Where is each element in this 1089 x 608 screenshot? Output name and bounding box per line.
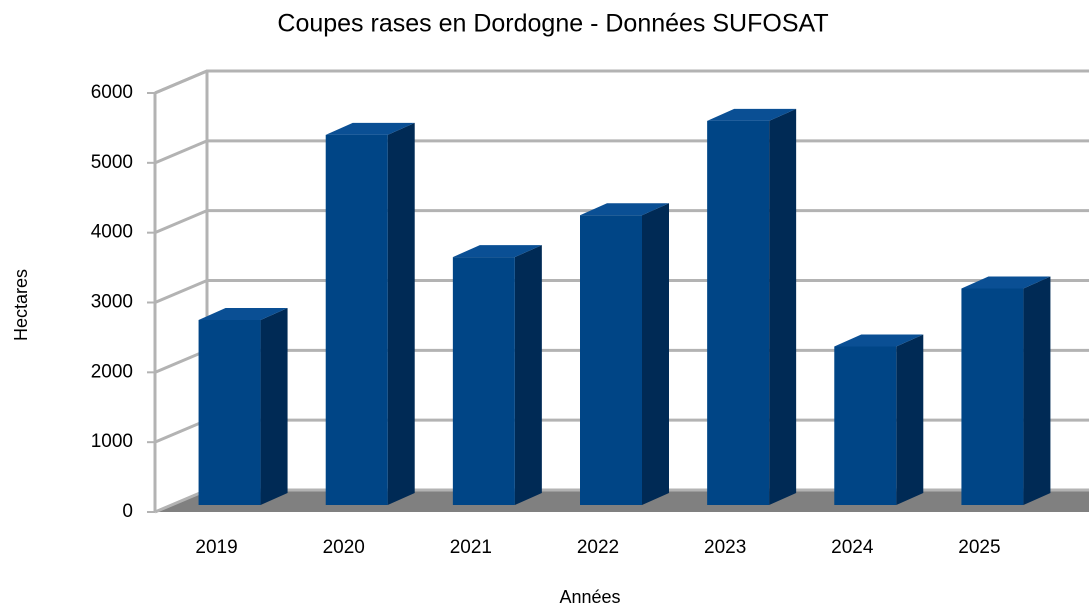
bar-front	[198, 319, 261, 505]
x-tick-label: 2022	[577, 537, 619, 558]
x-tick-label: 2021	[450, 537, 492, 558]
chart-title: Coupes rases en Dordogne - Données SUFOS…	[277, 10, 828, 38]
y-tick-label: 0	[122, 501, 133, 522]
bar-front	[961, 288, 1024, 505]
x-tick-label: 2023	[704, 537, 746, 558]
bar	[198, 307, 288, 505]
bar-side	[896, 334, 924, 505]
bar-side	[1023, 276, 1051, 505]
bar-side	[514, 245, 542, 505]
bar-top	[834, 334, 924, 347]
x-tick-label: 2024	[831, 537, 874, 558]
bar	[707, 108, 797, 506]
bar-side	[769, 108, 797, 506]
bar-front	[452, 257, 515, 505]
bar	[834, 334, 924, 505]
bar-top	[198, 307, 288, 320]
bar	[961, 276, 1051, 505]
bar	[325, 122, 415, 505]
x-tick-label: 2020	[323, 537, 365, 558]
bar-front	[325, 134, 388, 505]
y-tick-label: 5000	[91, 152, 133, 173]
bar-front	[580, 215, 642, 506]
y-tick-label: 1000	[91, 431, 133, 452]
y-axis-label: Hectares	[11, 269, 31, 341]
x-tick-label: 2019	[195, 537, 237, 558]
bar-top	[961, 276, 1051, 289]
bar-top	[707, 108, 797, 121]
y-tick-label: 3000	[91, 292, 133, 313]
bar-top	[325, 122, 415, 135]
bar-side	[642, 203, 669, 506]
y-tick-label: 2000	[91, 361, 133, 382]
grid-line	[154, 69, 1089, 95]
bar-front	[834, 346, 897, 505]
bar-top	[580, 203, 669, 216]
bar-side	[260, 307, 288, 505]
bar-side	[387, 122, 415, 505]
y-tick-label: 4000	[91, 222, 133, 243]
bar-top	[452, 245, 542, 258]
x-axis-label: Années	[559, 587, 620, 607]
bar	[580, 203, 669, 506]
bar	[452, 245, 542, 505]
bar-front	[707, 120, 770, 506]
y-tick-label: 6000	[91, 82, 133, 103]
x-tick-label: 2025	[958, 537, 1000, 558]
